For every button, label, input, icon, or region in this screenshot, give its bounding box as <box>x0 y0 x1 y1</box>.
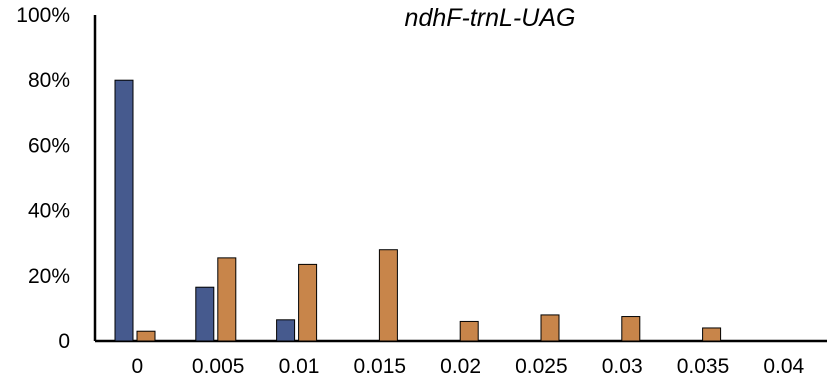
bars <box>114 79 722 342</box>
bar-series-2 <box>217 257 237 342</box>
bar-series-1 <box>114 79 134 342</box>
x-tick-label: 0.015 <box>354 355 407 378</box>
x-tick-labels: 0 0.005 0.01 0.015 0.02 0.025 0.03 0.035 0.04 <box>132 355 805 378</box>
bar-series-2 <box>540 314 560 342</box>
bar-series-2 <box>378 249 398 342</box>
y-tick-label: 40% <box>28 200 70 223</box>
bar-series-2 <box>459 320 479 342</box>
y-tick-label: 60% <box>28 134 70 157</box>
y-tick-label: 100% <box>16 4 70 27</box>
x-tick-label: 0 <box>132 355 144 378</box>
bar-series-2 <box>702 327 722 342</box>
y-tick-label: 80% <box>28 69 70 92</box>
x-tick-label: 0.005 <box>192 355 245 378</box>
bar-series-1 <box>195 286 215 342</box>
bar-series-1 <box>276 319 296 342</box>
x-tick-label: 0.025 <box>515 355 568 378</box>
y-tick-label: 20% <box>28 265 70 288</box>
x-tick-label: 0.03 <box>602 355 643 378</box>
chart-title: ndhF-trnL-UAG <box>405 4 576 32</box>
x-tick-label: 0.035 <box>677 355 730 378</box>
bar-series-2 <box>298 263 318 342</box>
x-tick-label: 0.02 <box>440 355 481 378</box>
y-tick-label: 0 <box>58 330 70 353</box>
x-tick-label: 0.04 <box>763 355 804 378</box>
y-tick-labels: 0 20% 40% 60% 80% 100% <box>16 4 70 353</box>
bar-series-2 <box>621 316 641 342</box>
bar-series-2 <box>136 330 156 342</box>
x-tick-label: 0.01 <box>279 355 320 378</box>
